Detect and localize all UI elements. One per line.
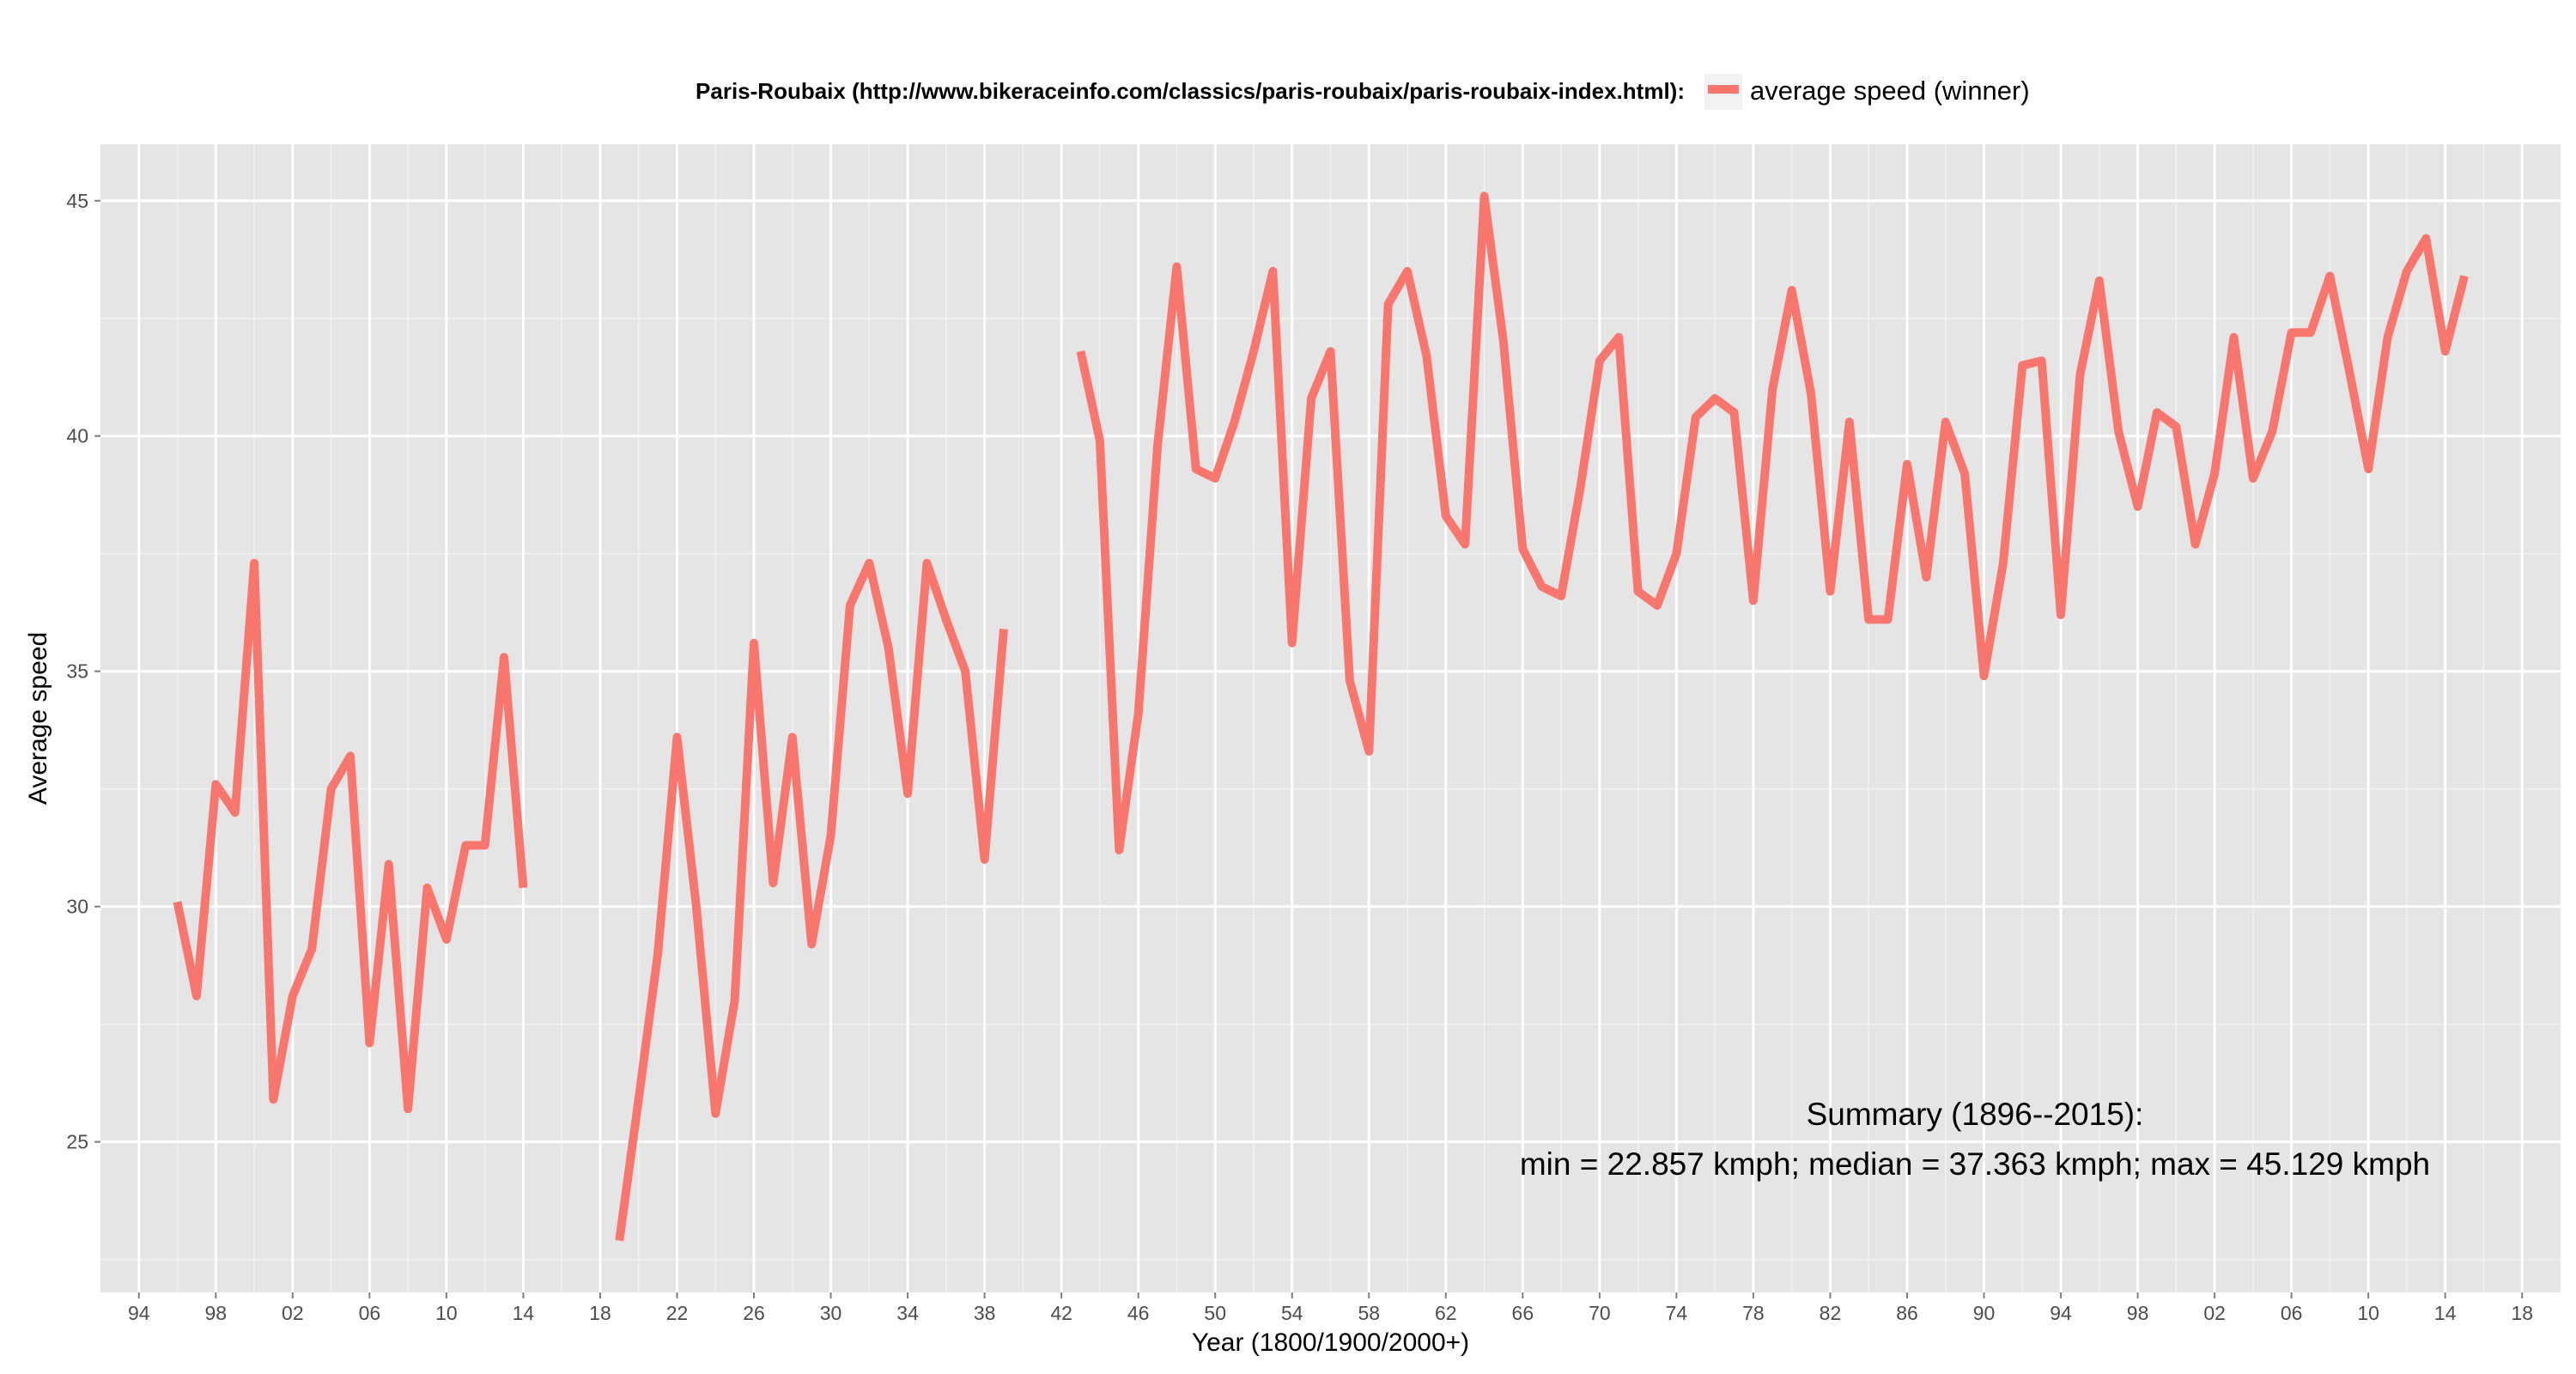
x-tick-label: 50 [1204, 1302, 1226, 1324]
x-tick-label: 02 [282, 1302, 304, 1324]
y-tick-label: 40 [66, 425, 88, 447]
series-line [173, 558, 528, 1114]
x-tick-label: 98 [205, 1302, 228, 1324]
x-tick-label: 78 [1742, 1302, 1765, 1324]
x-tick-label: 62 [1435, 1302, 1457, 1324]
series-line [1076, 192, 2469, 854]
x-tick-label: 42 [1050, 1302, 1072, 1324]
x-tick-label: 02 [2203, 1302, 2226, 1324]
series-line [615, 558, 1008, 1242]
x-tick-label: 74 [1666, 1302, 1688, 1324]
y-tick-label: 35 [66, 660, 88, 683]
x-tick-label: 90 [1973, 1302, 1996, 1324]
x-tick-label: 86 [1896, 1302, 1918, 1324]
series-layer [173, 192, 2469, 1242]
x-tick-label: 14 [2434, 1302, 2457, 1324]
x-tick-label: 26 [743, 1302, 765, 1324]
y-tick-label: 45 [66, 190, 88, 212]
grid-major [100, 144, 2561, 1292]
x-tick-label: 46 [1127, 1302, 1150, 1324]
y-tick-label: 30 [66, 896, 88, 918]
x-axis-title: Year (1800/1900/2000+) [1192, 1328, 1469, 1357]
x-tick-label: 94 [128, 1302, 150, 1324]
x-tick-label: 18 [589, 1302, 611, 1324]
legend-label: average speed (winner) [1750, 76, 2030, 106]
x-tick-label: 70 [1589, 1302, 1611, 1324]
x-tick-label: 98 [2127, 1302, 2149, 1324]
y-axis: 25 30 35 40 45 [66, 190, 100, 1153]
x-axis: 94 98 02 06 10 14 18 22 26 30 34 38 42 46 50 54 58 62 66 70… [128, 1292, 2533, 1324]
x-tick-label: 34 [896, 1302, 919, 1324]
x-tick-label: 18 [2511, 1302, 2533, 1324]
x-tick-label: 82 [1820, 1302, 1842, 1324]
summary-title: Summary (1896--2015): [1807, 1097, 2144, 1132]
x-tick-label: 14 [513, 1302, 535, 1324]
x-tick-label: 06 [2281, 1302, 2303, 1324]
summary-stats: min = 22.857 kmph; median = 37.363 kmph;… [1520, 1146, 2430, 1182]
summary-annotation: Summary (1896--2015): min = 22.857 kmph;… [1520, 1097, 2430, 1182]
x-tick-label: 58 [1358, 1302, 1380, 1324]
x-tick-label: 06 [359, 1302, 381, 1324]
x-tick-label: 66 [1512, 1302, 1534, 1324]
x-tick-label: 10 [435, 1302, 458, 1324]
x-tick-label: 22 [666, 1302, 689, 1324]
legend: Paris-Roubaix (http://www.bikeraceinfo.c… [696, 74, 2030, 110]
x-tick-label: 38 [974, 1302, 996, 1324]
y-axis-title: Average speed [24, 632, 52, 805]
chart-title: Paris-Roubaix (http://www.bikeraceinfo.c… [696, 78, 1685, 104]
x-tick-label: 30 [820, 1302, 842, 1324]
x-tick-label: 10 [2357, 1302, 2379, 1324]
y-tick-label: 25 [66, 1131, 88, 1153]
x-tick-label: 54 [1281, 1302, 1303, 1324]
x-tick-label: 94 [2050, 1302, 2072, 1324]
